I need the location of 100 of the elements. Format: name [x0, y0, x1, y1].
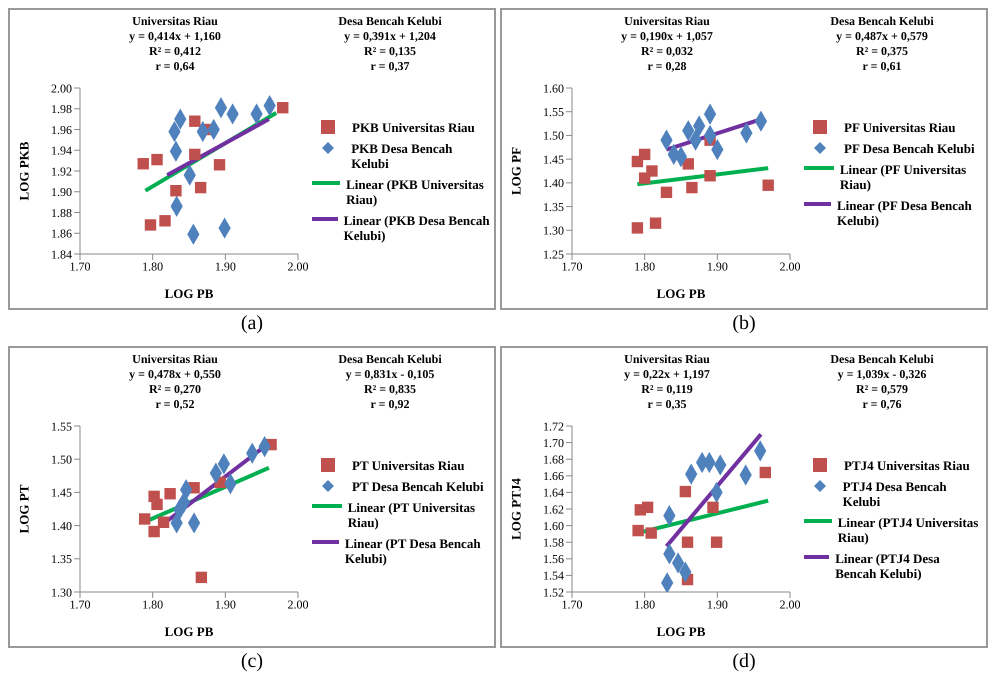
legend-label: Linear (PKB Universitas Riau) — [346, 177, 485, 207]
point — [632, 222, 644, 234]
legend-label: Linear (PF Universitas Riau) — [840, 162, 968, 192]
point — [151, 498, 163, 510]
point — [638, 148, 650, 160]
legend-label: PT Universitas Riau — [352, 458, 464, 473]
legend-label: PF Desa Bencah Kelubi — [844, 141, 975, 156]
point — [707, 502, 719, 514]
point — [151, 154, 163, 166]
point — [680, 486, 692, 498]
y-axis-title: LOG PKB — [16, 141, 32, 200]
y-tick-label: 1.62 — [543, 502, 564, 516]
text: Universitas Riau y = 0,22x + 1,197 R² = 0,119 r = 0,35 — [623, 352, 711, 412]
y-tick-label: 1.30 — [543, 224, 564, 238]
x-tick-label: 1.70 — [70, 598, 90, 612]
point — [682, 536, 694, 548]
text: (c) — [240, 650, 264, 673]
y-tick-label: 1.35 — [51, 552, 72, 566]
y-tick-label: 1.40 — [543, 176, 564, 190]
point — [144, 219, 156, 231]
y-tick-label: 1.66 — [543, 469, 564, 484]
x-tick-label: 1.90 — [214, 598, 236, 612]
legend-label: Linear (PTJ4 Universitas Riau) — [838, 515, 980, 545]
y-tick-label: 1.84 — [51, 247, 72, 262]
legend-label: Linear (PF Desa Bencah Kelubi) — [837, 198, 973, 228]
text: Desa Bencah Kelubi y = 0,487x + 0,579 R² = 0,375 r = 0,61 — [829, 14, 935, 74]
point — [164, 488, 176, 500]
y-tick-label: 1.98 — [51, 102, 72, 116]
legend-label: Linear (PTJ4 Desa Bencah Kelubi) — [835, 551, 941, 581]
point — [686, 182, 698, 194]
point — [660, 186, 672, 198]
text: Desa Bencah Kelubi y = 0,831x - 0,105 R² = 0,835 r = 0,92 — [337, 352, 443, 412]
point — [277, 102, 288, 114]
point — [159, 215, 171, 226]
point — [646, 165, 658, 177]
point — [196, 572, 208, 584]
y-tick-label: 1.60 — [543, 518, 564, 533]
x-tick-label: 1.90 — [214, 260, 236, 274]
y-tick-label: 1.35 — [543, 200, 564, 214]
y-tick-label: 1.56 — [543, 552, 564, 566]
y-tick-label: 1.45 — [543, 152, 564, 166]
x-tick-label: 2.00 — [288, 598, 308, 612]
y-tick-label: 1.50 — [543, 128, 564, 143]
y-tick-label: 1.54 — [543, 568, 564, 583]
y-tick-label: 1.72 — [543, 419, 564, 434]
point — [762, 180, 774, 191]
y-tick-label: 1.58 — [543, 535, 564, 550]
point — [170, 185, 182, 196]
point — [148, 526, 160, 538]
x-axis-title: LOG PB — [656, 624, 706, 639]
y-tick-label: 1.70 — [543, 436, 564, 450]
text: Universitas Riau y = 0,478x + 0,550 R² = 0,270 r = 0,52 — [128, 352, 222, 412]
text: (a) — [240, 312, 264, 335]
text: Desa Bencah Kelubi y = 1,039x - 0,326 R² = 0,579 r = 0,76 — [829, 352, 935, 412]
point — [189, 116, 201, 127]
y-tick-label: 1.30 — [51, 585, 72, 600]
x-tick-label: 2.00 — [288, 260, 308, 274]
legend-label: PKB Desa Bencah Kelubi — [351, 141, 454, 171]
x-tick-label: 1.70 — [562, 598, 582, 612]
y-tick-label: 1.96 — [51, 122, 72, 137]
legend-label: PKB Universitas Riau — [352, 120, 475, 135]
x-tick-label: 1.90 — [706, 260, 728, 274]
y-tick-label: 1.92 — [51, 164, 72, 178]
y-tick-label: 1.60 — [543, 81, 564, 96]
x-tick-label: 1.80 — [142, 598, 164, 612]
x-axis-title: LOG PB — [656, 286, 706, 301]
x-tick-label: 1.80 — [634, 598, 656, 612]
legend-label: PT Desa Bencah Kelubi — [352, 479, 484, 494]
y-axis-title: LOG PTJ4 — [508, 478, 524, 540]
y-tick-label: 1.50 — [51, 452, 72, 466]
legend-label: Linear (PKB Desa Bencah Kelubi) — [344, 213, 490, 243]
x-axis-title: LOG PB — [164, 286, 214, 301]
y-tick-label: 1.55 — [51, 419, 72, 434]
y-tick-label: 1.52 — [543, 585, 564, 600]
x-tick-label: 1.80 — [634, 260, 656, 274]
point — [138, 513, 150, 525]
y-tick-label: 1.64 — [543, 486, 564, 500]
point — [138, 158, 149, 170]
point — [642, 502, 654, 514]
text: Universitas Riau y = 0,414x + 1,160 R² = 0,412 r = 0,64 — [128, 14, 222, 74]
point — [704, 170, 716, 182]
y-tick-label: 1.86 — [51, 226, 72, 241]
text: (b) — [731, 312, 757, 335]
point — [214, 159, 226, 170]
legend-label: PTJ4 Universitas Riau — [844, 458, 970, 473]
y-tick-label: 1.40 — [51, 518, 72, 533]
legend-label: PF Universitas Riau — [844, 120, 956, 135]
legend-label: PTJ4 Desa Bencah Kelubi — [842, 479, 948, 509]
y-tick-label: 1.88 — [51, 206, 72, 220]
y-tick-label: 1.90 — [51, 185, 72, 200]
legend-label: Linear (PT Universitas Riau) — [348, 500, 476, 530]
y-tick-label: 1.45 — [51, 486, 72, 500]
y-axis-title: LOG PT — [16, 484, 32, 534]
text: (d) — [731, 650, 757, 673]
y-tick-label: 2.00 — [51, 81, 72, 96]
point — [194, 182, 206, 194]
legend-label: Linear (PT Desa Bencah Kelubi) — [344, 536, 482, 566]
y-tick-label: 1.25 — [543, 247, 564, 262]
point — [650, 217, 662, 229]
text: Universitas Riau y = 0,190x + 1,057 R² = 0,032 r = 0,28 — [620, 14, 714, 74]
